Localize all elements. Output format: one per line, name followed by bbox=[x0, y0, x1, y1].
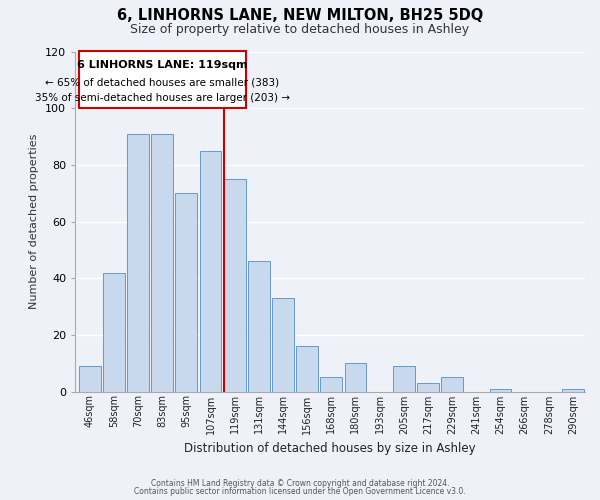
Text: ← 65% of detached houses are smaller (383): ← 65% of detached houses are smaller (38… bbox=[45, 77, 279, 87]
Bar bbox=[393, 366, 415, 392]
Text: 6 LINHORNS LANE: 119sqm: 6 LINHORNS LANE: 119sqm bbox=[77, 60, 247, 70]
Bar bbox=[103, 272, 125, 392]
Bar bbox=[79, 366, 101, 392]
Bar bbox=[224, 179, 245, 392]
Bar bbox=[200, 150, 221, 392]
Y-axis label: Number of detached properties: Number of detached properties bbox=[29, 134, 40, 309]
Text: 6, LINHORNS LANE, NEW MILTON, BH25 5DQ: 6, LINHORNS LANE, NEW MILTON, BH25 5DQ bbox=[117, 8, 483, 22]
Bar bbox=[320, 378, 342, 392]
Bar bbox=[272, 298, 294, 392]
Bar bbox=[248, 261, 269, 392]
Bar bbox=[79, 52, 245, 108]
Bar bbox=[127, 134, 149, 392]
Bar bbox=[490, 388, 511, 392]
Text: 35% of semi-detached houses are larger (203) →: 35% of semi-detached houses are larger (… bbox=[35, 92, 290, 102]
Bar bbox=[151, 134, 173, 392]
Bar bbox=[562, 388, 584, 392]
Text: Contains HM Land Registry data © Crown copyright and database right 2024.: Contains HM Land Registry data © Crown c… bbox=[151, 478, 449, 488]
Text: Contains public sector information licensed under the Open Government Licence v3: Contains public sector information licen… bbox=[134, 487, 466, 496]
Bar bbox=[175, 193, 197, 392]
Text: Size of property relative to detached houses in Ashley: Size of property relative to detached ho… bbox=[130, 22, 470, 36]
Bar bbox=[417, 383, 439, 392]
Bar bbox=[296, 346, 318, 392]
Bar bbox=[441, 378, 463, 392]
Bar bbox=[344, 363, 367, 392]
X-axis label: Distribution of detached houses by size in Ashley: Distribution of detached houses by size … bbox=[184, 442, 476, 455]
